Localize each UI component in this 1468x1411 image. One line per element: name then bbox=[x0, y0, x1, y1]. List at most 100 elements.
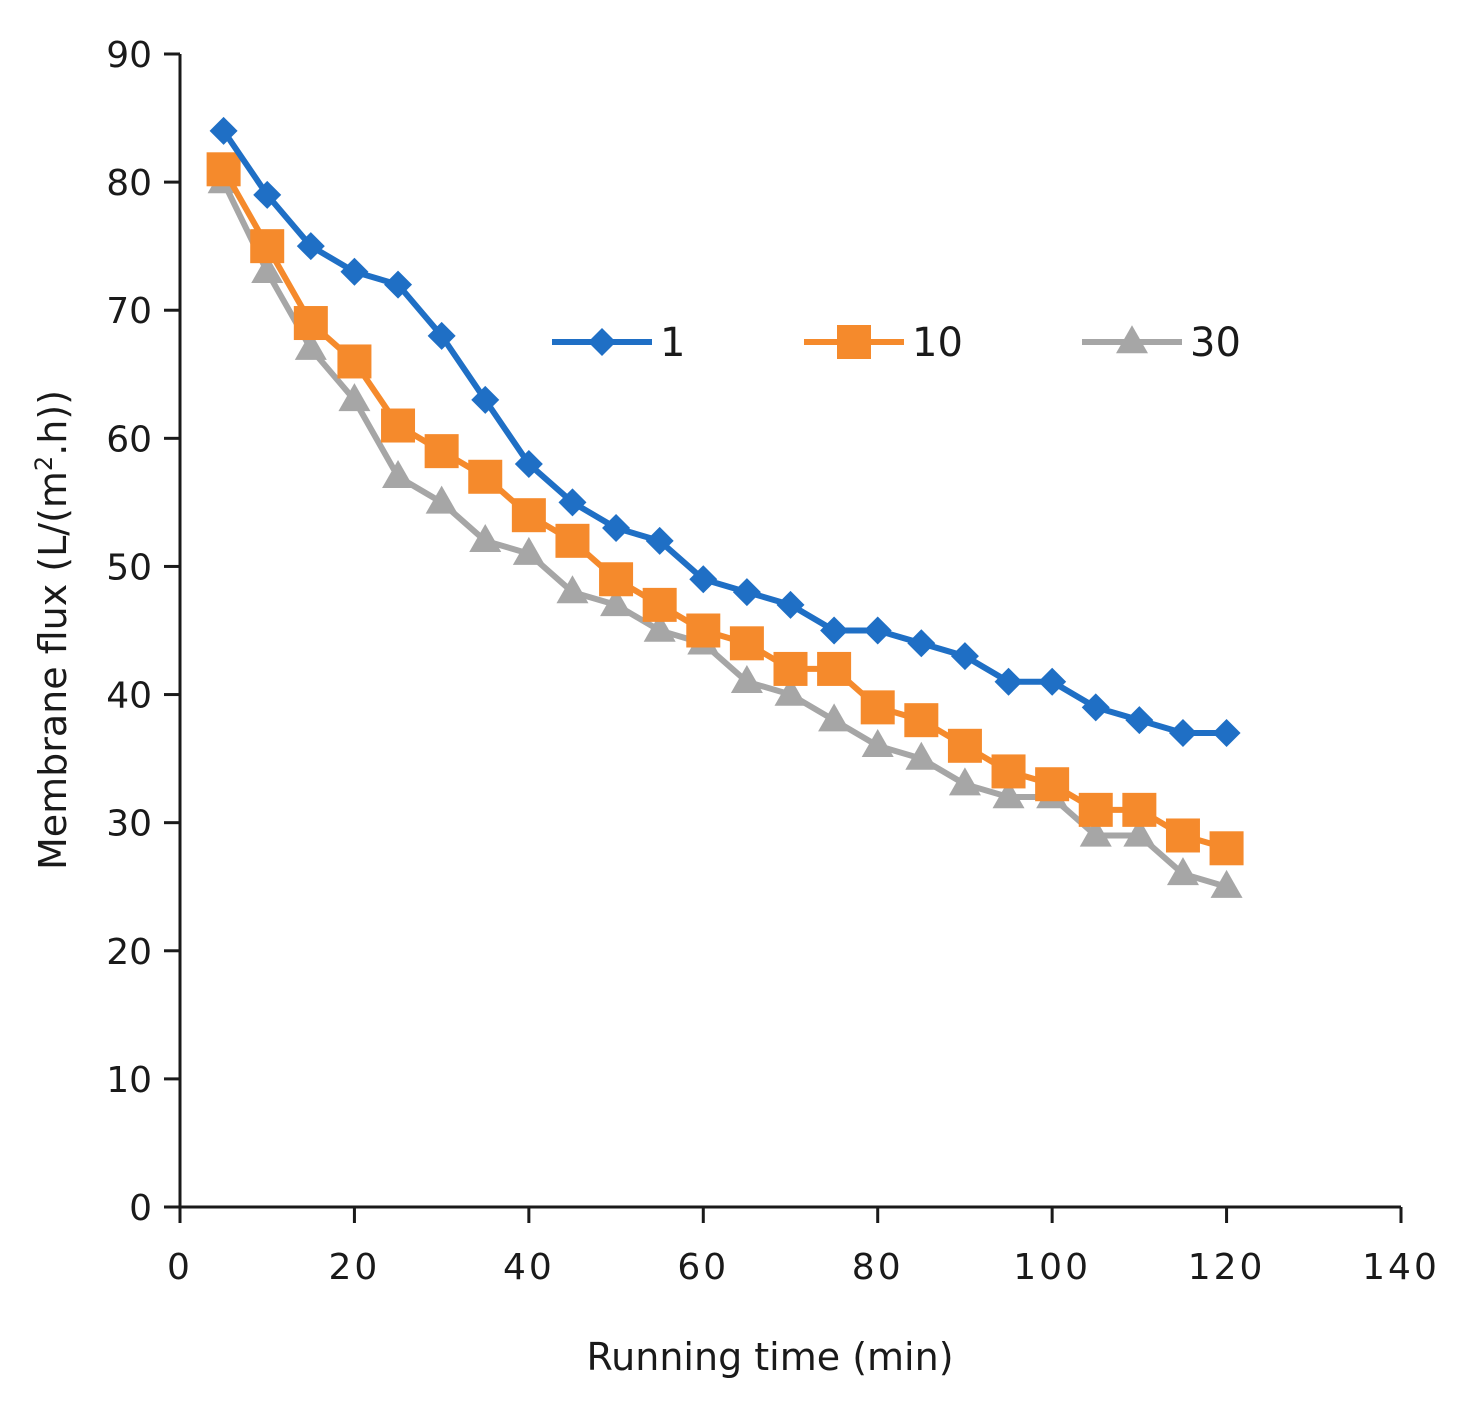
y-tick-label: 70 bbox=[106, 291, 152, 332]
data-point-1 bbox=[863, 616, 892, 645]
data-point-10 bbox=[250, 229, 285, 264]
x-tick-label: 120 bbox=[1188, 1247, 1266, 1288]
data-point-1 bbox=[253, 180, 282, 209]
data-point-10 bbox=[337, 344, 372, 379]
legend-label: 30 bbox=[1190, 320, 1241, 366]
data-point-30 bbox=[382, 459, 415, 488]
y-tick-label: 60 bbox=[106, 419, 152, 460]
x-tick-label: 100 bbox=[1013, 1247, 1091, 1288]
data-series bbox=[206, 116, 1244, 898]
series-30 bbox=[207, 165, 1243, 898]
data-point-10 bbox=[511, 498, 546, 533]
data-point-30 bbox=[1166, 857, 1199, 886]
data-point-1 bbox=[1212, 718, 1241, 747]
data-point-1 bbox=[1125, 706, 1154, 735]
y-axis-title: Membrane flux (L/(m2.h)) bbox=[30, 390, 75, 870]
data-point-10 bbox=[773, 651, 808, 686]
data-point-1 bbox=[558, 488, 587, 517]
y-tick-label: 0 bbox=[129, 1188, 152, 1229]
data-point-1 bbox=[209, 116, 238, 145]
data-point-10 bbox=[729, 626, 764, 661]
data-point-30 bbox=[251, 254, 284, 283]
y-tick-label: 10 bbox=[106, 1060, 152, 1101]
data-point-10 bbox=[555, 523, 590, 558]
y-tick-label: 90 bbox=[106, 35, 152, 76]
x-tick-label: 140 bbox=[1362, 1247, 1440, 1288]
y-axis-title-superscript: 2 bbox=[30, 456, 58, 471]
data-point-10 bbox=[860, 690, 895, 725]
data-point-30 bbox=[861, 729, 894, 757]
y-axis-title-prefix: Membrane flux (L/(m bbox=[31, 471, 75, 870]
data-point-30 bbox=[469, 524, 502, 553]
data-point-10 bbox=[1165, 818, 1200, 853]
data-point-1 bbox=[732, 578, 761, 607]
x-axis-ticks: 0 20 40 60 80 100 120 140 bbox=[167, 1207, 1440, 1288]
series-10 bbox=[206, 152, 1244, 866]
y-tick-label: 20 bbox=[106, 932, 152, 973]
data-point-10 bbox=[686, 613, 721, 648]
series-line-10 bbox=[220, 167, 1228, 852]
legend-label: 1 bbox=[660, 320, 685, 366]
legend-swatch-marker bbox=[1116, 325, 1148, 354]
data-point-30 bbox=[992, 780, 1025, 809]
legend-item-30: 30 bbox=[1082, 320, 1241, 366]
data-point-1 bbox=[384, 270, 413, 299]
y-axis-title-suffix: .h)) bbox=[31, 390, 75, 456]
data-point-30 bbox=[905, 741, 938, 770]
data-point-1 bbox=[907, 629, 936, 658]
data-point-30 bbox=[1123, 818, 1156, 847]
data-point-10 bbox=[293, 306, 328, 341]
data-point-1 bbox=[340, 257, 369, 286]
data-point-30 bbox=[948, 767, 981, 796]
data-point-30 bbox=[818, 703, 851, 732]
data-point-10 bbox=[381, 408, 416, 443]
data-point-1 bbox=[427, 321, 456, 350]
data-point-30 bbox=[512, 536, 545, 565]
y-tick-label: 40 bbox=[106, 676, 152, 717]
y-tick-label: 80 bbox=[106, 163, 152, 204]
data-point-30 bbox=[294, 331, 327, 360]
data-point-10 bbox=[468, 459, 503, 494]
data-point-1 bbox=[994, 667, 1023, 696]
x-tick-label: 20 bbox=[329, 1247, 381, 1288]
data-point-1 bbox=[296, 232, 325, 261]
data-point-30 bbox=[556, 575, 589, 604]
data-point-1 bbox=[1038, 667, 1067, 696]
data-point-1 bbox=[689, 565, 718, 594]
data-point-10 bbox=[599, 562, 634, 597]
data-point-1 bbox=[1081, 693, 1110, 722]
legend-swatch-marker bbox=[588, 328, 616, 356]
legend-item-1: 1 bbox=[552, 320, 685, 366]
chart-axes bbox=[178, 54, 1401, 1209]
data-point-30 bbox=[774, 677, 807, 706]
y-tick-label: 30 bbox=[106, 804, 152, 845]
data-point-10 bbox=[1122, 792, 1157, 827]
data-point-1 bbox=[776, 590, 805, 619]
x-tick-label: 40 bbox=[503, 1247, 555, 1288]
series-line-30 bbox=[220, 180, 1228, 890]
series-1 bbox=[209, 116, 1241, 747]
legend: 1 10 30 bbox=[552, 320, 1241, 366]
data-point-10 bbox=[206, 152, 241, 187]
legend-swatch-marker bbox=[837, 325, 871, 359]
data-point-1 bbox=[645, 526, 674, 555]
data-point-10 bbox=[642, 587, 677, 622]
x-axis-title: Running time (min) bbox=[586, 1335, 953, 1379]
data-point-30 bbox=[730, 664, 763, 693]
data-point-30 bbox=[1079, 818, 1112, 847]
data-point-10 bbox=[991, 754, 1026, 789]
data-point-30 bbox=[1210, 869, 1243, 898]
x-tick-label: 80 bbox=[852, 1247, 904, 1288]
data-point-10 bbox=[947, 728, 982, 763]
data-point-30 bbox=[425, 485, 458, 514]
data-point-30 bbox=[338, 383, 371, 412]
data-point-10 bbox=[817, 651, 852, 686]
data-point-1 bbox=[602, 514, 631, 543]
data-point-1 bbox=[950, 642, 979, 671]
data-point-10 bbox=[424, 434, 459, 469]
data-point-30 bbox=[643, 613, 676, 642]
legend-label: 10 bbox=[912, 320, 963, 366]
data-point-10 bbox=[1209, 831, 1244, 866]
legend-item-10: 10 bbox=[804, 320, 963, 366]
